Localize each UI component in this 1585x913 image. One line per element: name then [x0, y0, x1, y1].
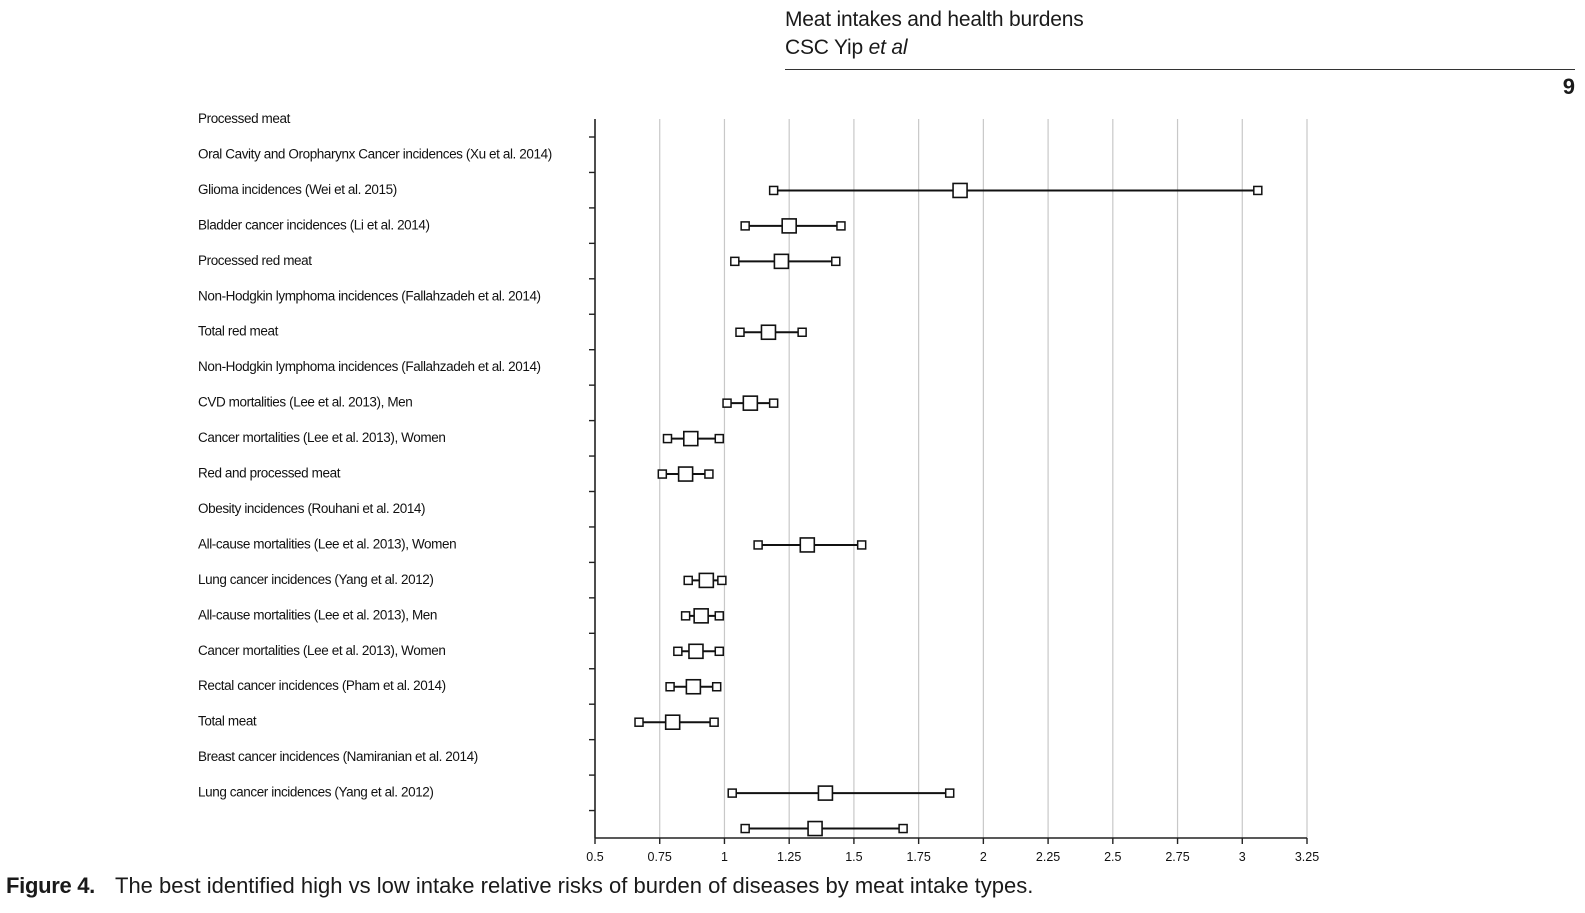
ci-lower-marker [635, 718, 643, 726]
point-estimate-marker [686, 680, 700, 694]
row-label: All-cause mortalities (Lee et al. 2013),… [198, 536, 456, 551]
x-tick-label: 2.25 [1036, 850, 1060, 864]
x-tick-label: 0.5 [586, 850, 603, 864]
group-header-label: Processed meat [198, 111, 291, 126]
point-estimate-marker [782, 219, 796, 233]
ci-lower-marker [741, 825, 749, 833]
ci-lower-marker [674, 647, 682, 655]
forest-plot: 0.5 0.75 1 1.25 1.5 1.75 2 2.25 2.5 2.75 3 3.25 Proc… [0, 0, 1585, 870]
figure-caption: Figure 4. The best identified high vs low… [6, 872, 1033, 900]
ci-upper-marker [858, 541, 866, 549]
x-tick-label: 0.75 [648, 850, 672, 864]
point-estimate-marker [743, 396, 757, 410]
ci-upper-marker [715, 435, 723, 443]
row-label: Obesity incidences (Rouhani et al. 2014) [198, 501, 425, 516]
point-estimate-marker [761, 325, 775, 339]
point-estimate-marker [774, 254, 788, 268]
ci-upper-marker [710, 718, 718, 726]
row-label: Breast cancer incidences (Namiranian et … [198, 749, 478, 764]
ci-lower-marker [731, 257, 739, 265]
ci-upper-marker [946, 789, 954, 797]
figure-label: Figure 4. [6, 873, 95, 898]
x-tick-label: 1 [721, 850, 728, 864]
caption-text: The best identified high vs low intake r… [115, 873, 1033, 898]
ci-upper-marker [705, 470, 713, 478]
group-header-label: Processed red meat [198, 253, 312, 268]
row-label: Cancer mortalities (Lee et al. 2013), Wo… [198, 643, 445, 658]
x-tick-label: 1.25 [777, 850, 801, 864]
point-estimate-marker [679, 467, 693, 481]
ci-upper-marker [899, 825, 907, 833]
group-header-label: Red and processed meat [198, 466, 341, 481]
x-tick-label: 1.75 [906, 850, 930, 864]
group-header-label: Total meat [198, 714, 257, 729]
row-label: Oral Cavity and Oropharynx Cancer incide… [198, 146, 552, 161]
x-tick-label: 1.5 [845, 850, 862, 864]
ci-upper-marker [832, 257, 840, 265]
ci-upper-marker [715, 612, 723, 620]
ci-lower-marker [728, 789, 736, 797]
ci-upper-marker [798, 328, 806, 336]
x-tick-label: 2 [980, 850, 987, 864]
point-estimate-marker [818, 786, 832, 800]
point-estimate-marker [666, 715, 680, 729]
row-label: Lung cancer incidences (Yang et al. 2012… [198, 572, 434, 587]
ci-lower-marker [663, 435, 671, 443]
ci-lower-marker [754, 541, 762, 549]
row-label: Lung cancer incidences (Yang et al. 2012… [198, 785, 434, 800]
ci-lower-marker [723, 399, 731, 407]
row-label: Non-Hodgkin lymphoma incidences (Fallahz… [198, 288, 541, 303]
ci-upper-marker [718, 576, 726, 584]
ci-lower-marker [741, 222, 749, 230]
ci-upper-marker [837, 222, 845, 230]
point-estimate-marker [689, 644, 703, 658]
ci-upper-marker [715, 647, 723, 655]
ci-upper-marker [713, 683, 721, 691]
row-label: Bladder cancer incidences (Li et al. 201… [198, 217, 430, 232]
point-estimate-marker [953, 183, 967, 197]
point-estimate-marker [808, 822, 822, 836]
row-label: CVD mortalities (Lee et al. 2013), Men [198, 395, 412, 410]
x-tick-label: 2.5 [1104, 850, 1121, 864]
ci-lower-marker [682, 612, 690, 620]
group-header-label: Total red meat [198, 324, 279, 339]
x-tick-label: 3.25 [1295, 850, 1319, 864]
ci-upper-marker [770, 399, 778, 407]
row-label: All-cause mortalities (Lee et al. 2013),… [198, 607, 437, 622]
point-estimate-marker [800, 538, 814, 552]
row-label: Rectal cancer incidences (Pham et al. 20… [198, 678, 446, 693]
point-estimate-marker [699, 573, 713, 587]
ci-lower-marker [770, 186, 778, 194]
point-estimate-marker [694, 609, 708, 623]
ci-upper-marker [1254, 186, 1262, 194]
ci-lower-marker [658, 470, 666, 478]
row-label: Glioma incidences (Wei et al. 2015) [198, 182, 397, 197]
row-label: Cancer mortalities (Lee et al. 2013), Wo… [198, 430, 445, 445]
ci-lower-marker [666, 683, 674, 691]
point-estimate-marker [684, 432, 698, 446]
ci-lower-marker [684, 576, 692, 584]
row-label: Non-Hodgkin lymphoma incidences (Fallahz… [198, 359, 541, 374]
ci-lower-marker [736, 328, 744, 336]
x-tick-label: 3 [1239, 850, 1246, 864]
x-tick-label: 2.75 [1165, 850, 1189, 864]
